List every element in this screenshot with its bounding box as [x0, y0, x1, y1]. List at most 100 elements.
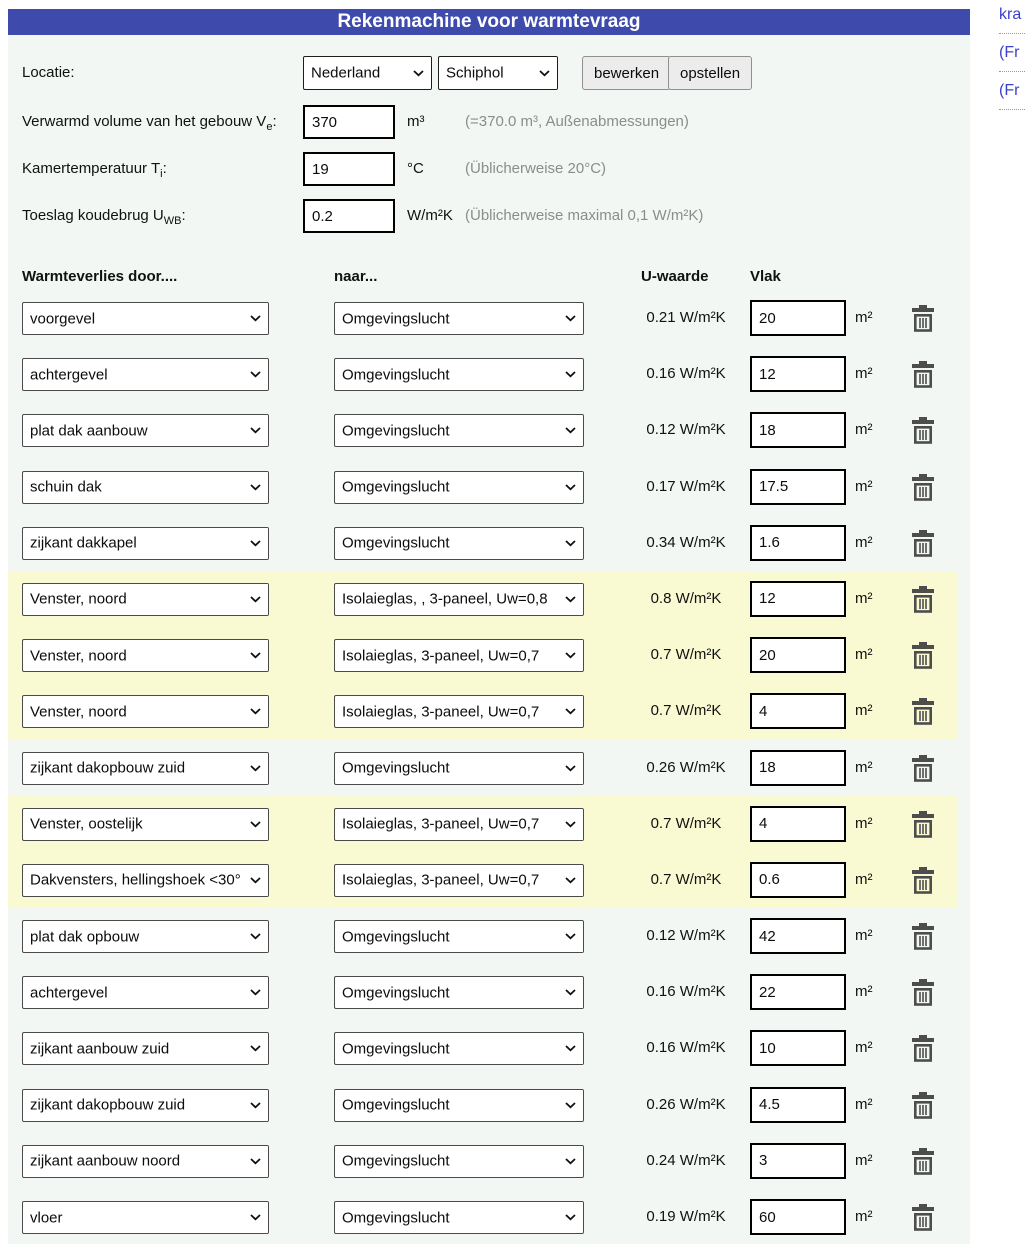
country-select[interactable]: Nederland [303, 56, 432, 90]
table-row: zijkant dakkapel Omgevingslucht 0.34 W/m²K… [8, 515, 970, 571]
area-input[interactable] [750, 580, 846, 617]
target-select[interactable]: Isolaieglas, 3-paneel, Uw=0,7 [334, 695, 584, 729]
room-temp-label: Kamertemperatuur Ti: [22, 160, 167, 180]
target-select-value: Omgevingslucht [342, 1096, 450, 1114]
edit-button[interactable]: bewerken [582, 56, 672, 90]
delete-row-button[interactable] [911, 698, 935, 726]
area-input[interactable] [750, 749, 846, 786]
area-input[interactable] [750, 1086, 846, 1123]
surface-select[interactable]: achtergevel [22, 976, 269, 1010]
side-link[interactable]: (Fr [999, 43, 1026, 72]
target-select[interactable]: Omgevingslucht [334, 1144, 584, 1178]
delete-row-button[interactable] [911, 1147, 935, 1175]
target-select[interactable]: Omgevingslucht [334, 470, 584, 504]
surface-select[interactable]: plat dak opbouw [22, 920, 269, 954]
volume-input[interactable] [303, 105, 395, 139]
table-row: zijkant dakopbouw zuid Omgevingslucht 0.26… [8, 740, 970, 796]
target-select[interactable]: Omgevingslucht [334, 920, 584, 954]
chevron-down-icon [562, 415, 583, 447]
target-select[interactable]: Omgevingslucht [334, 1088, 584, 1122]
delete-row-button[interactable] [911, 979, 935, 1007]
target-select[interactable]: Isolaieglas, , 3-paneel, Uw=0,8 [334, 582, 584, 616]
table-row: schuin dak Omgevingslucht 0.17 W/m²K m² [8, 459, 970, 515]
station-select[interactable]: Schiphol [438, 56, 558, 90]
delete-row-button[interactable] [911, 417, 935, 445]
surface-select[interactable]: Venster, noord [22, 695, 269, 729]
target-select[interactable]: Isolaieglas, 3-paneel, Uw=0,7 [334, 639, 584, 673]
area-input[interactable] [750, 524, 846, 561]
delete-row-button[interactable] [911, 866, 935, 894]
chevron-down-icon [247, 471, 268, 503]
delete-row-button[interactable] [911, 1091, 935, 1119]
delete-row-button[interactable] [911, 585, 935, 613]
delete-row-button[interactable] [911, 529, 935, 557]
area-input[interactable] [750, 918, 846, 955]
chevron-down-icon [247, 359, 268, 391]
surface-select[interactable]: zijkant aanbouw noord [22, 1144, 269, 1178]
create-button[interactable]: opstellen [668, 56, 753, 90]
delete-row-button[interactable] [911, 1035, 935, 1063]
area-input[interactable] [750, 412, 846, 449]
surface-select[interactable]: achtergevel [22, 358, 269, 392]
target-select-value: Isolaieglas, 3-paneel, Uw=0,7 [342, 703, 540, 721]
target-select[interactable]: Omgevingslucht [334, 358, 584, 392]
side-link[interactable]: kra [999, 5, 1026, 34]
delete-row-button[interactable] [911, 305, 935, 332]
area-input[interactable] [750, 1142, 846, 1179]
area-input[interactable] [750, 637, 846, 674]
surface-select[interactable]: Venster, oostelijk [22, 807, 269, 841]
thermal-bridge-input[interactable] [303, 199, 395, 233]
surface-select[interactable]: vloer [22, 1201, 269, 1234]
target-select[interactable]: Omgevingslucht [334, 976, 584, 1010]
target-select[interactable]: Omgevingslucht [334, 1201, 584, 1234]
surface-select[interactable]: Venster, noord [22, 582, 269, 616]
area-unit: m² [855, 1095, 873, 1113]
delete-row-button[interactable] [911, 754, 935, 782]
area-input[interactable] [750, 693, 846, 730]
delete-row-button[interactable] [911, 642, 935, 669]
room-temp-input[interactable] [303, 152, 395, 186]
area-input[interactable] [750, 805, 846, 842]
area-input[interactable] [750, 468, 846, 505]
surface-select[interactable]: schuin dak [22, 470, 269, 504]
target-select-value: Omgevingslucht [342, 422, 450, 440]
area-input[interactable] [750, 974, 846, 1011]
side-link[interactable]: (Fr [999, 81, 1026, 110]
surface-select-value: Venster, oostelijk [30, 815, 143, 833]
target-select[interactable]: Omgevingslucht [334, 1032, 584, 1066]
delete-row-button[interactable] [911, 473, 935, 501]
area-input[interactable] [750, 1030, 846, 1067]
area-input[interactable] [750, 356, 846, 393]
surface-select-value: achtergevel [30, 984, 108, 1002]
target-select-value: Isolaieglas, , 3-paneel, Uw=0,8 [342, 590, 548, 608]
surface-select[interactable]: zijkant aanbouw zuid [22, 1032, 269, 1066]
delete-row-button[interactable] [911, 361, 935, 388]
surface-select[interactable]: Dakvensters, hellingshoek <30° [22, 863, 269, 897]
surface-select[interactable]: plat dak aanbouw [22, 414, 269, 448]
delete-row-button[interactable] [911, 923, 935, 950]
target-select[interactable]: Isolaieglas, 3-paneel, Uw=0,7 [334, 863, 584, 897]
table-row: plat dak opbouw Omgevingslucht 0.12 W/m²K m… [8, 908, 970, 964]
target-select-value: Omgevingslucht [342, 366, 450, 384]
surface-select[interactable]: zijkant dakopbouw zuid [22, 1088, 269, 1122]
target-select[interactable]: Omgevingslucht [334, 751, 584, 785]
area-input[interactable] [750, 1199, 846, 1235]
surface-select[interactable]: Venster, noord [22, 639, 269, 673]
surface-select[interactable]: voorgevel [22, 302, 269, 335]
target-select[interactable]: Omgevingslucht [334, 302, 584, 335]
target-select-value: Isolaieglas, 3-paneel, Uw=0,7 [342, 815, 540, 833]
target-select[interactable]: Omgevingslucht [334, 414, 584, 448]
delete-row-button[interactable] [911, 810, 935, 838]
u-value: 0.12 W/m²K [646, 421, 726, 439]
area-input[interactable] [750, 300, 846, 336]
surface-select[interactable]: zijkant dakopbouw zuid [22, 751, 269, 785]
surface-select[interactable]: zijkant dakkapel [22, 526, 269, 560]
target-select[interactable]: Omgevingslucht [334, 526, 584, 560]
delete-row-button[interactable] [911, 1204, 935, 1231]
country-select-value: Nederland [311, 64, 381, 82]
chevron-down-icon [562, 1033, 583, 1065]
target-select[interactable]: Isolaieglas, 3-paneel, Uw=0,7 [334, 807, 584, 841]
chevron-down-icon [247, 696, 268, 728]
area-unit: m² [855, 983, 873, 1001]
area-input[interactable] [750, 861, 846, 898]
